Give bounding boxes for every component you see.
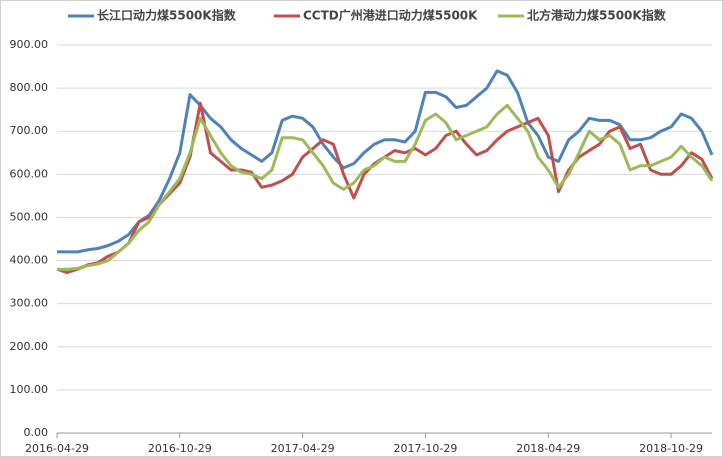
x-tick-label: 2017-10-29 (393, 442, 457, 455)
x-tick-label: 2018-10-29 (639, 442, 703, 455)
x-tick-label: 2018-04-29 (516, 442, 580, 455)
y-tick-label: 300.00 (10, 297, 49, 310)
y-tick-label: 600.00 (10, 167, 49, 180)
y-tick-label: 700.00 (10, 124, 49, 137)
y-tick-label: 0.00 (24, 426, 49, 439)
y-tick-label: 400.00 (10, 254, 49, 267)
y-tick-label: 800.00 (10, 81, 49, 94)
series-line (57, 103, 714, 271)
y-tick-label: 200.00 (10, 340, 49, 353)
series-line (57, 69, 714, 254)
y-tick-label: 900.00 (10, 38, 49, 51)
legend-label: 长江口动力煤5500K指数 (97, 8, 237, 23)
y-tick-label: 500.00 (10, 210, 49, 223)
x-tick-label: 2016-04-29 (25, 442, 89, 455)
x-tick-label: 2016-10-29 (148, 442, 212, 455)
y-tick-label: 100.00 (10, 383, 49, 396)
legend-label: 北方港动力煤5500K指数 (527, 8, 667, 23)
x-tick-label: 2017-04-29 (271, 442, 335, 455)
legend-label: CCTD广州港进口动力煤5500K (303, 8, 478, 23)
